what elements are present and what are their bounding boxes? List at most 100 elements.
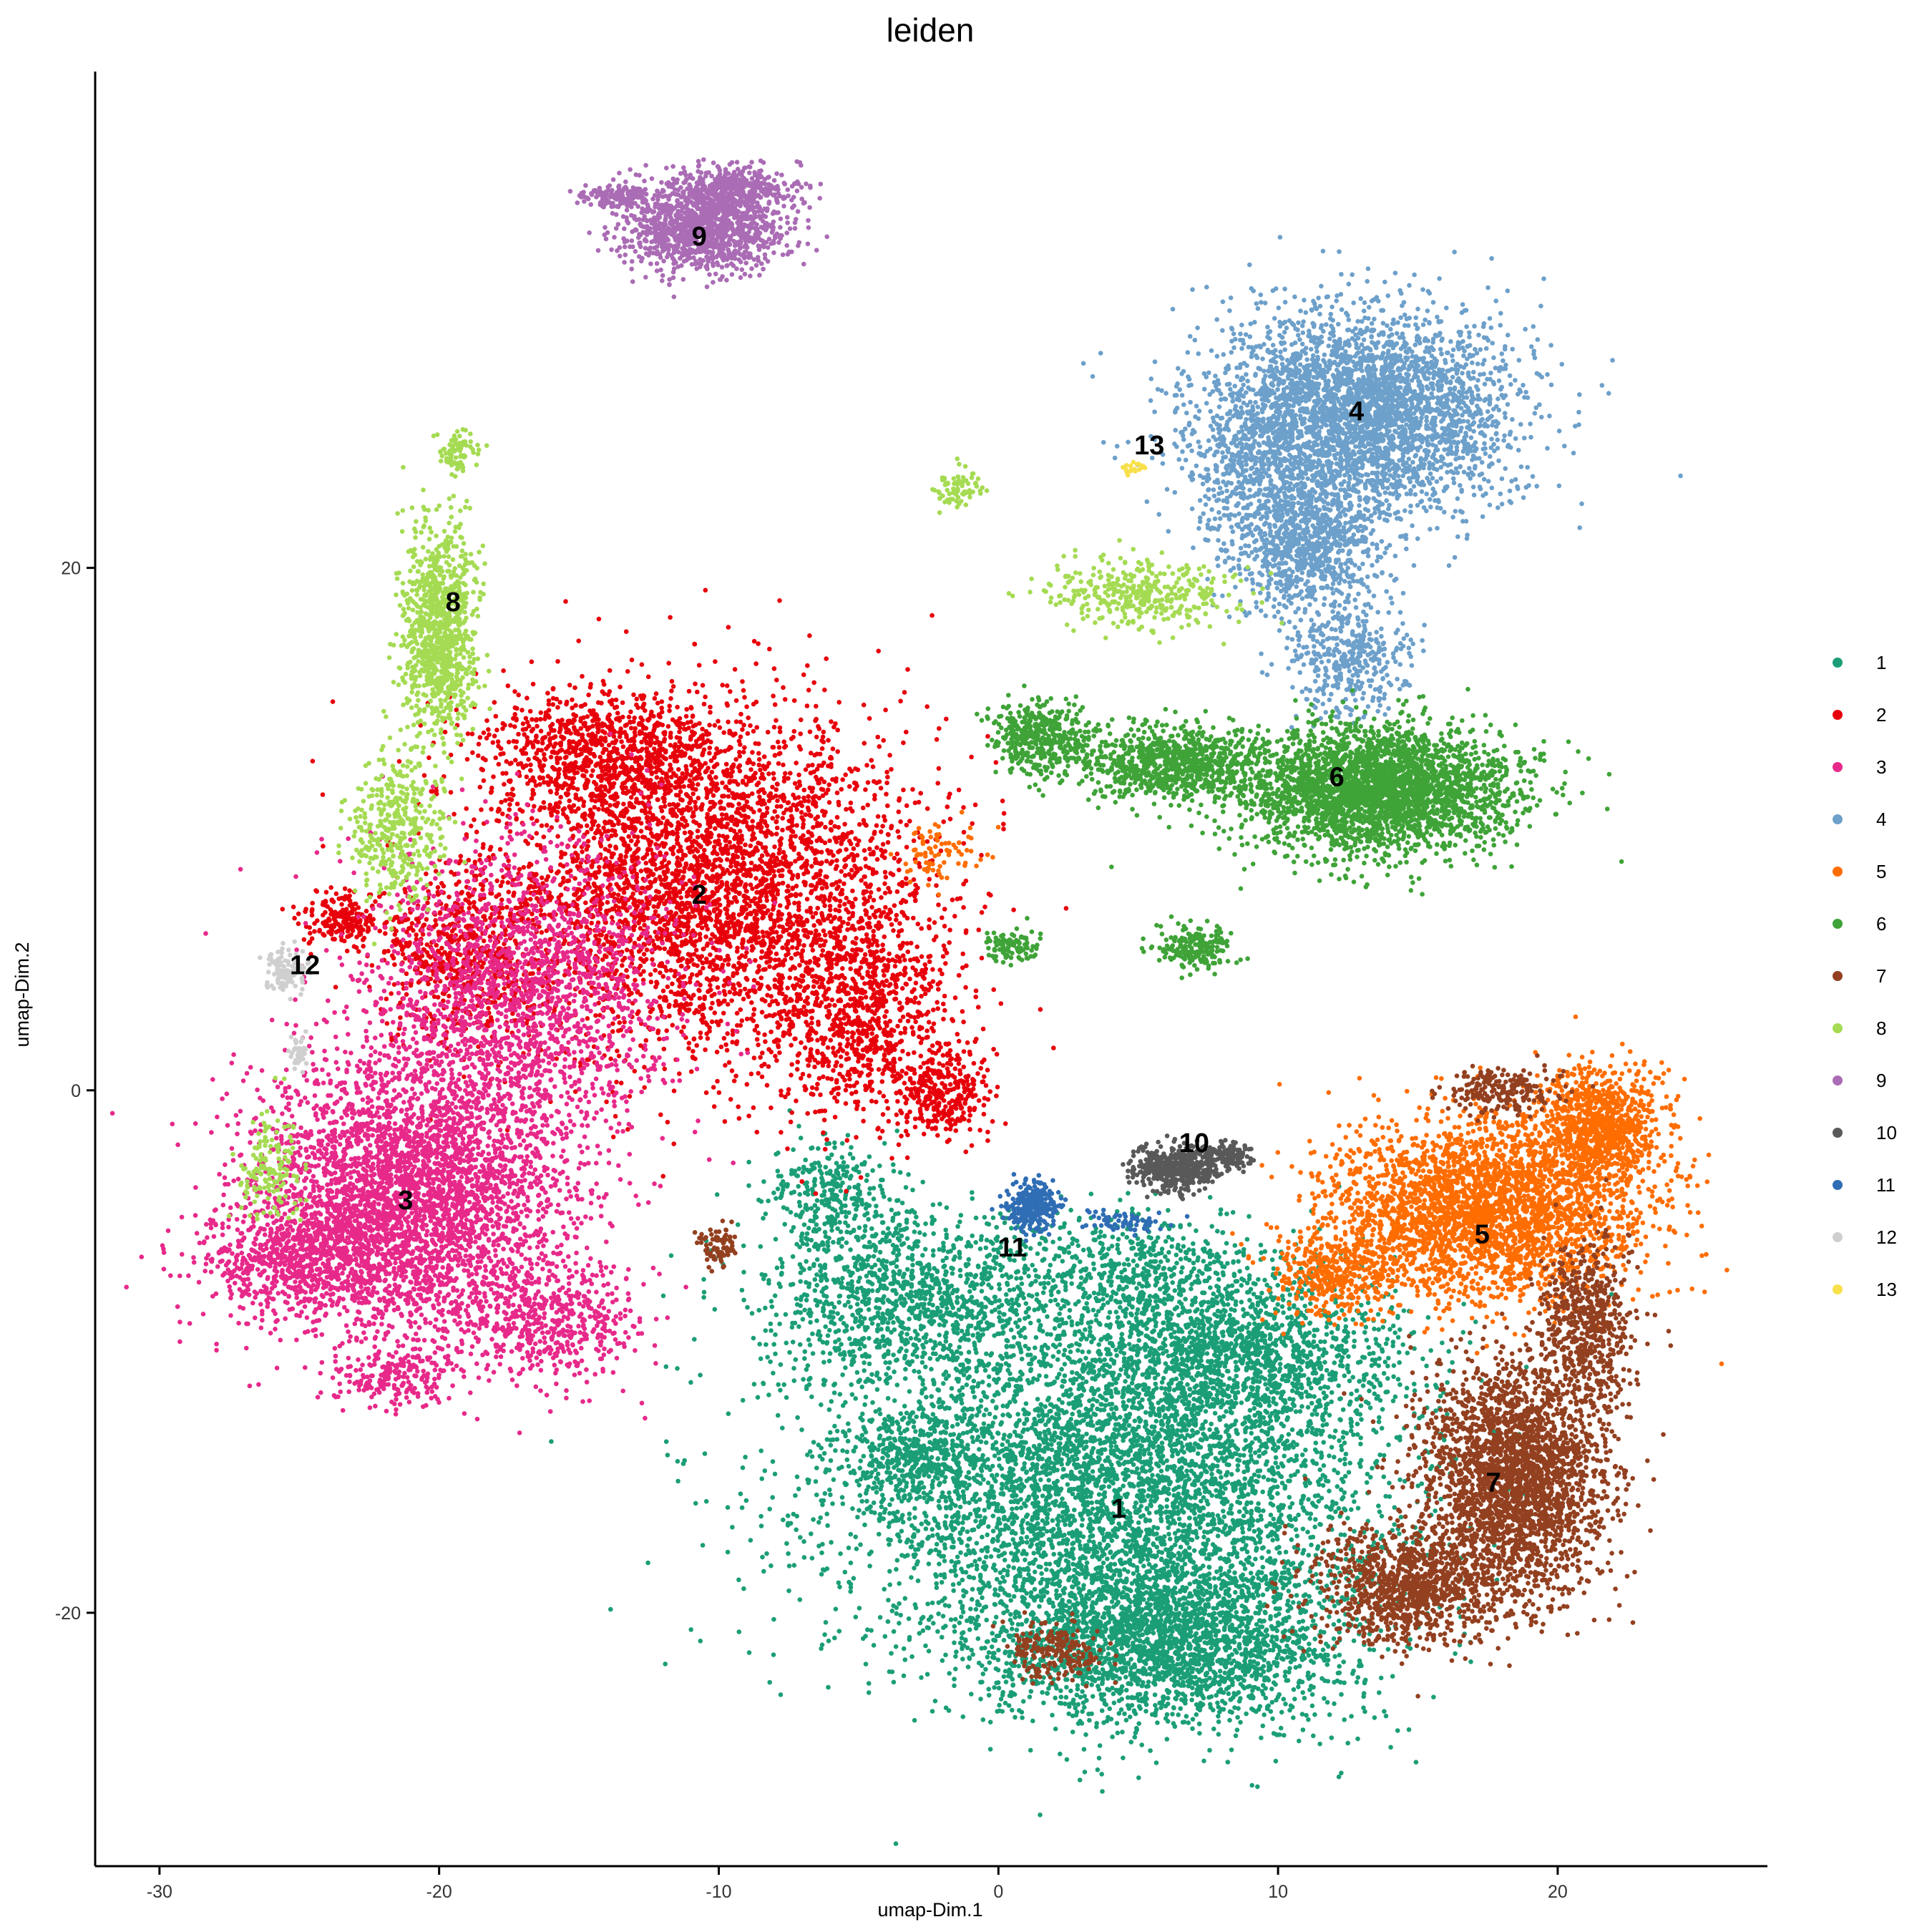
point (1216, 1458, 1221, 1463)
point (869, 1628, 874, 1633)
point (816, 1520, 821, 1525)
point (877, 1407, 882, 1413)
point (854, 1546, 859, 1551)
point (1237, 1269, 1242, 1274)
point (886, 1597, 891, 1603)
point (994, 1473, 1000, 1478)
point (1345, 1363, 1350, 1368)
point (1347, 1402, 1352, 1407)
point (948, 1533, 954, 1538)
point (1186, 1545, 1192, 1551)
point (771, 1652, 776, 1657)
point (1172, 1464, 1177, 1470)
point (948, 1617, 954, 1622)
point (1018, 1333, 1023, 1339)
point (894, 1611, 899, 1616)
point (1026, 1494, 1032, 1500)
point (895, 1509, 900, 1515)
point (1130, 1377, 1136, 1382)
point (966, 1536, 972, 1542)
point (1085, 1475, 1091, 1480)
point (1113, 1474, 1118, 1479)
point (1390, 1340, 1396, 1345)
point (1020, 1518, 1025, 1523)
point (1353, 1490, 1358, 1495)
point (889, 1609, 895, 1614)
point (1016, 1443, 1021, 1448)
point (1160, 1453, 1166, 1459)
point (1246, 1555, 1252, 1560)
point (736, 1629, 742, 1634)
point (1014, 1392, 1020, 1397)
point (960, 1520, 965, 1526)
point (937, 1397, 942, 1402)
point (1255, 1571, 1260, 1577)
point (1118, 1367, 1123, 1372)
point (894, 1382, 900, 1387)
point (833, 1606, 839, 1611)
point (807, 1342, 813, 1347)
point (758, 1448, 763, 1453)
point (892, 1398, 897, 1403)
point (1392, 1505, 1397, 1510)
point (1305, 1529, 1310, 1535)
point (867, 1563, 872, 1568)
point (1168, 1443, 1174, 1448)
point (897, 1621, 902, 1626)
point (1070, 1370, 1075, 1375)
point (1341, 1479, 1346, 1485)
point (1340, 1435, 1346, 1440)
point (1205, 1522, 1211, 1528)
point (1386, 1442, 1391, 1448)
point (926, 1561, 932, 1566)
point (755, 1395, 761, 1400)
point (992, 1415, 997, 1420)
point (1053, 1416, 1058, 1421)
point (1324, 1504, 1329, 1509)
point (1148, 1498, 1153, 1503)
point (1192, 1407, 1197, 1412)
point (1145, 1476, 1151, 1481)
point (844, 1449, 850, 1455)
point (1163, 1475, 1169, 1480)
point (1087, 1398, 1092, 1403)
point (982, 1413, 987, 1418)
point (1239, 1489, 1244, 1494)
point (1008, 1598, 1013, 1603)
point (1264, 1410, 1270, 1415)
point (1048, 1484, 1053, 1490)
point (1080, 1483, 1086, 1488)
point (1277, 1550, 1282, 1556)
point (996, 1516, 1001, 1521)
point (963, 1552, 969, 1557)
point (1342, 1473, 1348, 1479)
point (1023, 1335, 1028, 1340)
point (819, 1402, 824, 1407)
point (971, 1378, 977, 1384)
point (953, 1616, 958, 1622)
point (1062, 1373, 1068, 1378)
point (1010, 1521, 1015, 1526)
point (1232, 1480, 1238, 1486)
point (1159, 1380, 1165, 1385)
point (1227, 1443, 1233, 1448)
point (1104, 1505, 1109, 1511)
point (978, 1398, 984, 1403)
point (990, 1528, 996, 1533)
point (1063, 1433, 1068, 1438)
point (1196, 1405, 1201, 1410)
point (1246, 1376, 1251, 1381)
point (1145, 1557, 1151, 1562)
point (992, 1685, 997, 1690)
point (1333, 1428, 1338, 1433)
point (1243, 1438, 1248, 1443)
point (1279, 1421, 1284, 1427)
point (801, 1555, 807, 1560)
point (1090, 1526, 1096, 1531)
point (997, 1580, 1002, 1585)
point (1102, 1494, 1108, 1500)
point (1042, 1463, 1047, 1468)
point (1070, 1530, 1075, 1535)
point (1013, 1498, 1018, 1503)
point (1167, 1536, 1173, 1542)
